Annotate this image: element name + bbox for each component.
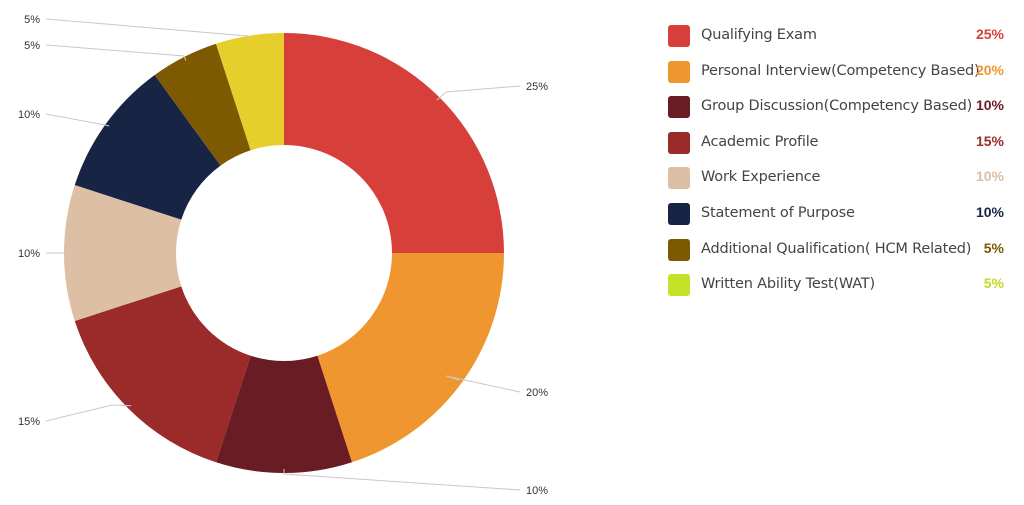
leader-line (45, 18, 251, 40)
legend-item[interactable]: Academic Profile 15% (668, 129, 1013, 165)
slice-value-label: 5% (24, 14, 40, 26)
slice-work-experience[interactable] (63, 185, 182, 321)
legend-value: 10% (975, 168, 1004, 185)
legend-value: 20% (975, 61, 1004, 78)
legend-item[interactable]: Statement of Purpose 10% (668, 200, 1013, 236)
slice-labels: 25% 20% 10% 15% 10% 10% 5% 5% (18, 14, 548, 497)
chart-legend: Qualifying Exam 25% Personal Interview(Com… (668, 22, 1013, 307)
legend-swatch (668, 238, 690, 261)
legend-label: Academic Profile (701, 133, 819, 150)
legend-swatch (668, 25, 690, 47)
slice-statement-of-purpose[interactable] (74, 75, 221, 220)
slice-written-ability-test-wat[interactable] (216, 33, 284, 151)
legend-swatch (668, 167, 690, 190)
slice-value-label: 25% (526, 81, 548, 93)
legend-value: 10% (975, 203, 1004, 220)
leader-line (436, 85, 521, 101)
donut-slices (63, 33, 504, 473)
legend-label: Qualifying Exam (701, 27, 817, 43)
legend-swatch (668, 60, 690, 83)
legend-value: 15% (975, 132, 1004, 149)
legend-label: Statement of Purpose (701, 204, 855, 221)
legend-swatch (668, 96, 690, 119)
legend-item[interactable]: Additional Qualification( HCM Related) 5% (668, 236, 1013, 272)
legend-item[interactable]: Group Discussion(Competency Based) 10% (668, 93, 1013, 129)
legend-swatch (668, 131, 690, 154)
legend-item[interactable]: Written Ability Test(WAT) 5% (668, 271, 1013, 307)
legend-value: 25% (975, 26, 1004, 42)
leader-line (45, 44, 187, 61)
legend-value: 5% (983, 275, 1004, 292)
slice-group-discussion-competency-based[interactable] (216, 355, 352, 473)
slice-value-label: 5% (24, 40, 40, 52)
legend-value: 10% (975, 97, 1004, 114)
legend-label: Personal Interview(Competency Based) (701, 62, 980, 79)
leader-line (45, 113, 110, 127)
legend-item[interactable]: Work Experience 10% (668, 164, 1013, 200)
legend-swatch (668, 202, 690, 225)
slice-qualifying-exam[interactable] (284, 33, 504, 253)
slice-value-label: 15% (18, 416, 40, 428)
legend-swatch (668, 274, 690, 297)
slice-additional-qualification-hcm-related[interactable] (154, 43, 251, 166)
legend-item[interactable]: Qualifying Exam 25% (668, 22, 1013, 58)
legend-label: Work Experience (701, 169, 821, 186)
leader-line (445, 375, 521, 393)
slice-academic-profile[interactable] (74, 286, 251, 463)
legend-label: Group Discussion(Competency Based) (701, 98, 973, 115)
legend-label: Written Ability Test(WAT) (701, 276, 875, 293)
slice-value-label: 10% (526, 485, 548, 497)
legend-value: 5% (983, 239, 1004, 256)
slice-value-label: 10% (18, 248, 40, 260)
leader-line (45, 404, 132, 422)
slice-personal-interview-competency-based[interactable] (317, 253, 504, 463)
slice-value-label: 10% (18, 109, 40, 121)
slice-value-label: 20% (526, 387, 548, 399)
legend-label: Additional Qualification( HCM Related) (701, 240, 972, 257)
leader-line (283, 469, 521, 491)
legend-item[interactable]: Personal Interview(Competency Based) 20% (668, 58, 1013, 94)
leader-lines (45, 18, 521, 491)
